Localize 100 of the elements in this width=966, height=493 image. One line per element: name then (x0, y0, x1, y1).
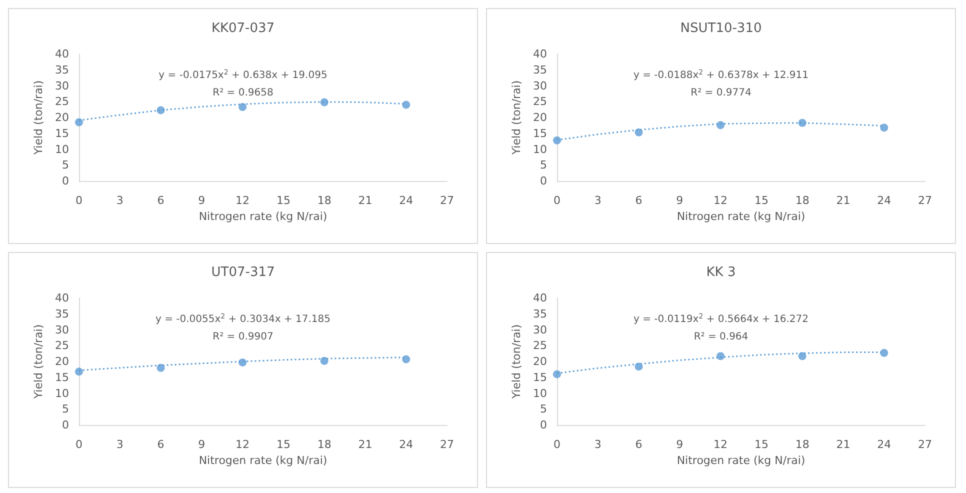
point (634, 128, 643, 136)
y-tick-label: 10 (55, 142, 69, 156)
point (156, 364, 165, 372)
x-tick-label: 27 (918, 438, 932, 451)
y-tick-label: 5 (62, 402, 69, 416)
point (320, 98, 328, 106)
x-tick-label: 3 (116, 438, 124, 451)
point (798, 118, 806, 127)
x-tick-label: 12 (714, 194, 728, 207)
x-tick-label: 12 (714, 438, 728, 451)
y-tick-label: 10 (533, 142, 547, 156)
y-tick-label: 30 (533, 323, 547, 336)
x-tick-label: 18 (795, 194, 810, 207)
point (634, 362, 643, 371)
y-tick-label: 0 (540, 174, 547, 188)
x-tick-label: 18 (317, 438, 332, 451)
y-tick-label: 20 (533, 355, 547, 368)
y-tick-label: 25 (55, 339, 69, 352)
x-tick-label: 15 (754, 194, 768, 207)
y-tick-label: 0 (62, 418, 69, 432)
x-tick-label: 21 (836, 438, 850, 451)
x-tick-label: 3 (594, 194, 602, 207)
y-tick-label: 5 (540, 402, 547, 416)
annotation: R² = 0.9907 (212, 332, 274, 342)
x-tick-label: 18 (317, 194, 332, 207)
x-tick-label: 27 (440, 194, 454, 207)
y-tick-label: 35 (533, 307, 547, 320)
x-tick-label: 9 (676, 194, 684, 207)
x-tick-label: 24 (877, 194, 892, 207)
y-tick-label: 5 (540, 158, 547, 172)
x-tick-label: 0 (554, 194, 560, 207)
x-axis-title: Nitrogen rate (kg N/rai) (198, 454, 328, 467)
y-tick-label: 15 (533, 370, 547, 384)
x-tick-label: 3 (594, 438, 602, 451)
y-tick-label: 10 (55, 386, 69, 400)
x-tick-label: 27 (440, 438, 454, 451)
x-tick-label: 18 (795, 438, 810, 451)
y-axis-title: Yield (ton/rai) (510, 80, 524, 156)
point (553, 136, 561, 144)
point (75, 368, 83, 376)
y-tick-label: 25 (55, 95, 69, 108)
annotation: R² = 0.9658 (212, 88, 274, 98)
point (798, 352, 806, 360)
x-tick-label: 9 (676, 438, 684, 451)
y-tick-label: 5 (62, 158, 69, 172)
x-tick-label: 0 (76, 438, 82, 451)
chart-title: UT07-317 (211, 265, 275, 280)
point (716, 121, 725, 130)
chart-title: KK 3 (706, 265, 736, 280)
annotation: R² = 0.9774 (690, 88, 752, 98)
x-tick-label: 27 (918, 194, 932, 207)
y-tick-label: 30 (55, 323, 69, 336)
x-tick-label: 24 (877, 438, 892, 451)
x-tick-label: 24 (399, 194, 414, 207)
y-tick-label: 35 (55, 307, 69, 320)
x-tick-label: 9 (198, 194, 206, 207)
y-tick-label: 20 (55, 355, 69, 368)
x-tick-label: 9 (198, 438, 206, 451)
x-tick-label: 15 (276, 194, 290, 207)
y-tick-label: 40 (55, 48, 69, 60)
x-tick-label: 0 (554, 438, 560, 451)
point (402, 355, 410, 364)
y-tick-label: 30 (55, 79, 69, 92)
annotation: R² = 0.964 (694, 332, 748, 342)
point (156, 106, 165, 114)
x-tick-label: 12 (236, 438, 250, 451)
point (75, 118, 83, 126)
y-tick-label: 40 (533, 48, 547, 60)
point (880, 348, 888, 357)
y-axis-title: Yield (ton/rai) (510, 324, 524, 400)
x-tick-label: 12 (236, 194, 250, 207)
y-tick-label: 15 (55, 370, 69, 384)
point (716, 352, 725, 360)
x-tick-label: 21 (358, 194, 372, 207)
y-tick-label: 25 (533, 95, 547, 108)
x-tick-label: 24 (399, 438, 414, 451)
y-tick-label: 10 (533, 386, 547, 400)
y-tick-label: 15 (55, 126, 69, 140)
point (238, 358, 247, 366)
y-tick-label: 0 (62, 174, 69, 188)
y-tick-label: 15 (533, 126, 547, 140)
y-tick-label: 30 (533, 79, 547, 92)
point (238, 103, 247, 112)
y-tick-label: 35 (533, 63, 547, 76)
x-tick-label: 21 (836, 194, 850, 207)
chart-title: NSUT10-310 (680, 21, 762, 36)
y-tick-label: 25 (533, 339, 547, 352)
x-tick-label: 15 (754, 438, 768, 451)
x-tick-label: 15 (276, 438, 290, 451)
point (880, 124, 888, 132)
y-tick-label: 40 (533, 292, 547, 304)
x-axis-title: Nitrogen rate (kg N/rai) (676, 454, 806, 467)
x-axis-title: Nitrogen rate (kg N/rai) (676, 210, 806, 223)
y-tick-label: 35 (55, 63, 69, 76)
point (553, 370, 561, 378)
x-tick-label: 6 (635, 194, 642, 207)
y-axis-title: Yield (ton/rai) (32, 80, 46, 156)
y-tick-label: 20 (55, 111, 69, 124)
chart-title: KK07-037 (211, 21, 275, 36)
y-tick-label: 20 (533, 111, 547, 124)
